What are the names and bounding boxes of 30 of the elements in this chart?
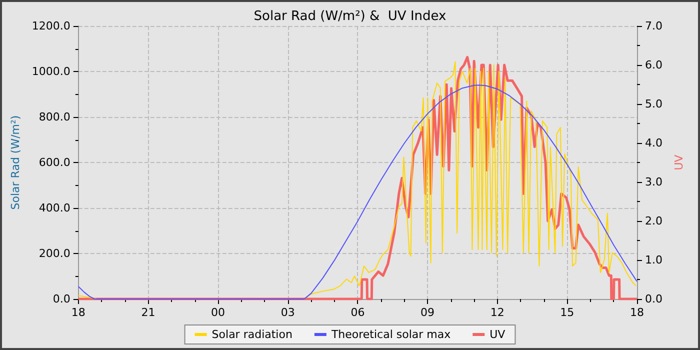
y2-tick-label: 3.0 — [645, 176, 662, 188]
y2-tick-label: 6.0 — [645, 58, 662, 72]
y-tick-label: 800.0 — [38, 110, 70, 124]
legend-label: UV — [490, 328, 506, 341]
y-axis-title: Solar Rad (W/m²) — [9, 115, 22, 210]
y-tick-label: 1200.0 — [32, 20, 70, 32]
y-tick-label: 200.0 — [38, 247, 70, 260]
x-tick-label: 12 — [490, 306, 504, 319]
x-tick-label: 15 — [560, 306, 574, 319]
x-tick-label: 21 — [141, 306, 156, 319]
legend-label: Theoretical solar max — [330, 328, 452, 341]
y2-tick-label: 7.0 — [645, 20, 662, 32]
y2-tick-label: 0.0 — [645, 292, 662, 306]
chart-title: Solar Rad (W/m²) & UV Index — [254, 9, 447, 24]
y2-tick-label: 1.0 — [645, 254, 662, 266]
x-tick-label: 00 — [211, 306, 226, 319]
x-tick-label: 09 — [420, 306, 435, 319]
y2-tick-label: 2.0 — [645, 214, 662, 228]
x-tick-label: 18 — [71, 306, 86, 319]
y-tick-label: 1000.0 — [32, 65, 70, 78]
legend-label: Solar radiation — [212, 328, 292, 341]
y2-tick-label: 4.0 — [645, 136, 662, 150]
x-tick-label: 18 — [630, 306, 644, 319]
y-tick-label: 400.0 — [38, 202, 70, 214]
y-tick-label: 0.0 — [52, 292, 70, 306]
x-tick-label: 06 — [350, 306, 365, 319]
y2-axis-title: UV — [672, 154, 686, 170]
y-tick-label: 600.0 — [38, 156, 70, 169]
x-tick-label: 03 — [280, 306, 295, 319]
y2-tick-label: 5.0 — [645, 98, 662, 110]
